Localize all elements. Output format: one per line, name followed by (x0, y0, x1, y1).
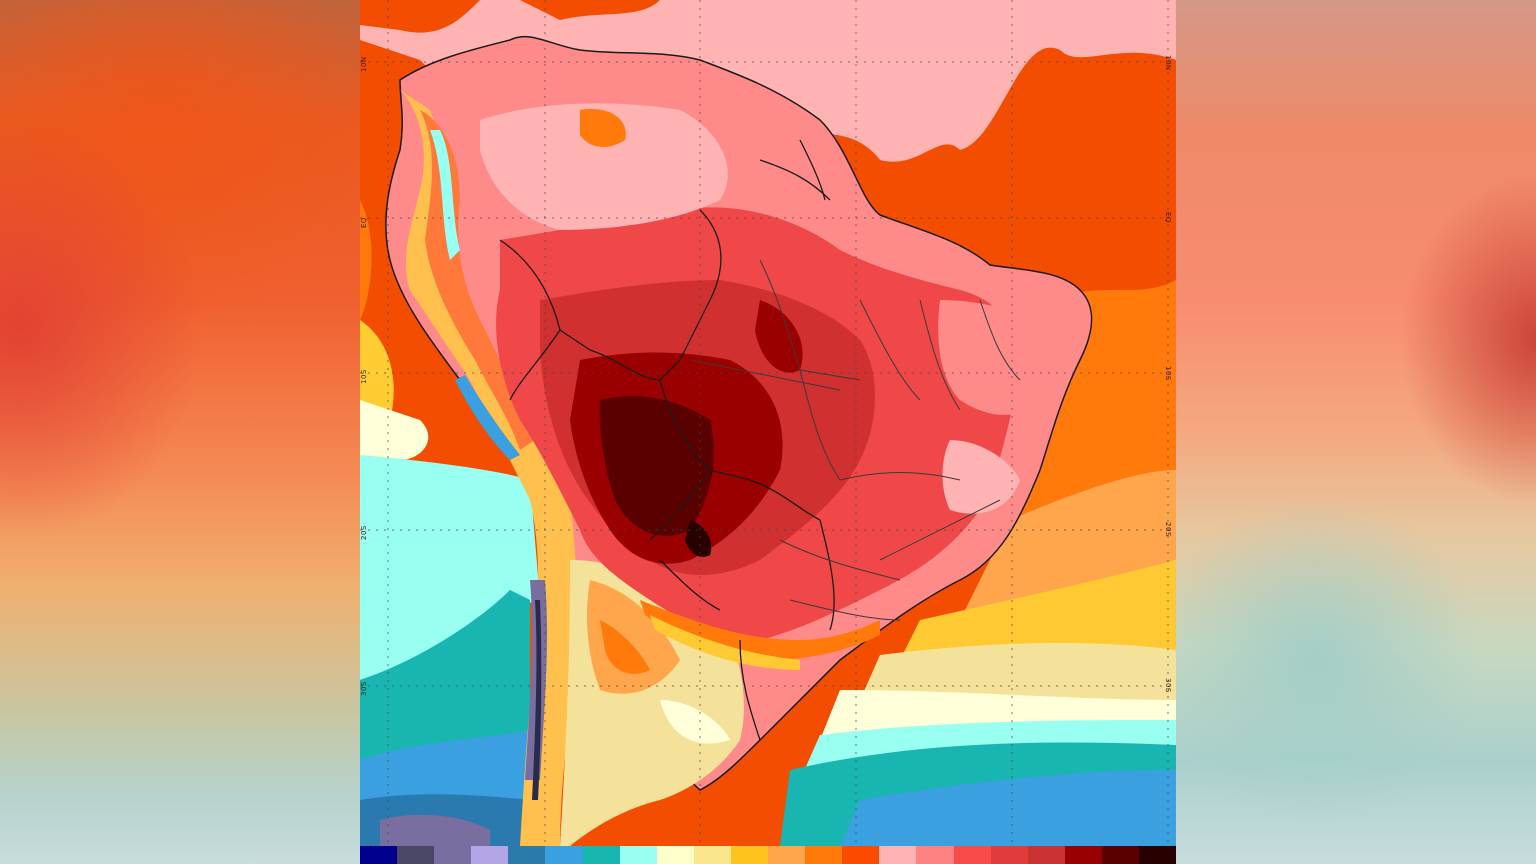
lat-label-10s-right: 10S (1164, 366, 1172, 381)
lat-label-eq-left: EQ (360, 217, 368, 228)
colorbar-swatch (1027, 846, 1065, 864)
colorbar-swatch (916, 846, 954, 864)
blurred-background-right (1176, 0, 1536, 864)
temperature-colorbar-legend (360, 846, 1176, 864)
temperature-map: 10N EQ 10S 20S 30S 10N EQ 10S 20S 30S (360, 0, 1176, 864)
lat-label-10n-left: 10N (360, 56, 368, 72)
lat-label-30s-right: 30S (1164, 678, 1172, 693)
colorbar-swatch (1064, 846, 1102, 864)
colorbar-swatch (730, 846, 769, 864)
map-canvas (360, 0, 1176, 846)
colorbar-swatch (805, 846, 843, 864)
colorbar-swatch (768, 846, 806, 864)
colorbar-swatch (545, 846, 583, 864)
lat-label-20s-right: 20S (1164, 522, 1172, 537)
colorbar-swatch (842, 846, 880, 864)
lat-label-eq-right: EQ (1164, 212, 1172, 223)
colorbar-swatch (619, 846, 657, 864)
colorbar-swatch (693, 846, 731, 864)
colorbar-swatch (397, 846, 435, 864)
colorbar-swatch (656, 846, 694, 864)
colorbar-swatch (434, 846, 472, 864)
colorbar-swatch (1138, 846, 1176, 864)
colorbar-swatch (582, 846, 620, 864)
lat-label-10n-right: 10N (1164, 55, 1172, 71)
colorbar-swatch (953, 846, 991, 864)
colorbar-swatch (471, 846, 509, 864)
lat-label-10s-left: 10S (360, 369, 368, 384)
blurred-background-left (0, 0, 360, 864)
colorbar-swatch (360, 846, 398, 864)
colorbar-swatch (1101, 846, 1139, 864)
colorbar-swatch (879, 846, 917, 864)
colorbar-swatch (990, 846, 1028, 864)
lat-label-20s-left: 20S (360, 525, 368, 540)
colorbar-swatch (508, 846, 546, 864)
lat-label-30s-left: 30S (360, 681, 368, 696)
